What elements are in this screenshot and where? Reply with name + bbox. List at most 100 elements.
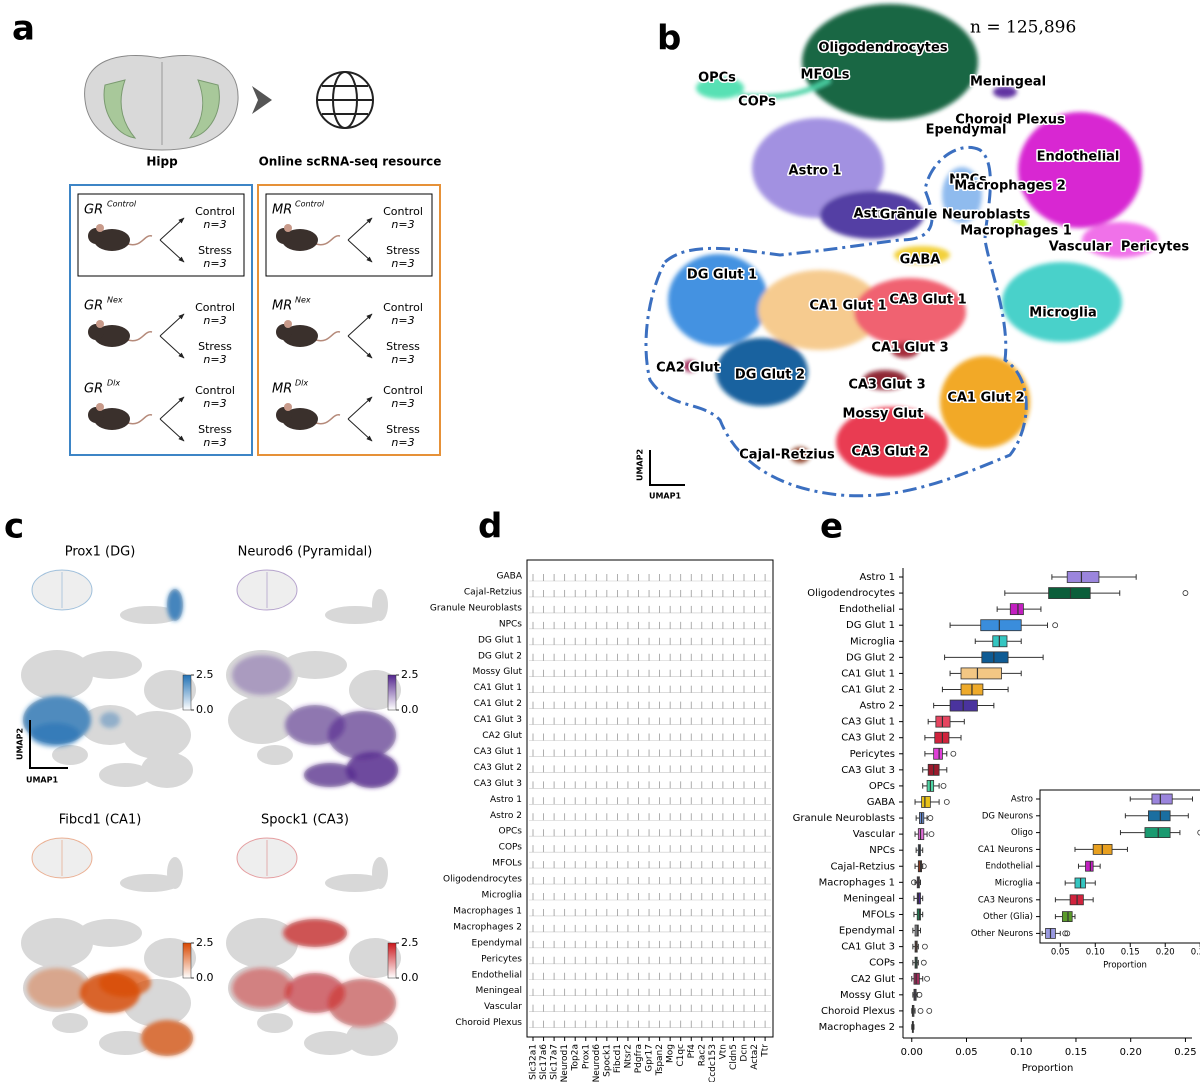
cell-type-label: Mossy Glut (472, 667, 522, 677)
expression-overlay (27, 968, 193, 1056)
feature-maps: Prox1 (DG) 2.5 0.0 Neurod6 (Pyramidal) 2.5 0.… (21, 545, 419, 1056)
cell-type-label: Endothelial (472, 970, 522, 980)
y-tick-label: CA3 Glut 3 (841, 765, 895, 776)
box (933, 747, 943, 760)
receptor-label: GR (84, 299, 103, 314)
cluster-label: CA2 Glut (656, 361, 720, 376)
expression-area (30, 723, 80, 747)
y-tick-label: CA1 Neurons (978, 845, 1034, 855)
box (1061, 911, 1073, 922)
x-tick-label: 0.15 (1121, 948, 1140, 958)
box (1048, 587, 1091, 599)
expression-area (328, 979, 396, 1027)
design-arrow (159, 335, 185, 359)
cluster-label: MFOLs (801, 68, 850, 83)
condition-label: Stress (386, 244, 420, 257)
y-tick-label: DG Glut 2 (846, 652, 895, 663)
gene-label: Mog (666, 1044, 676, 1063)
y-tick-label: Oligodendrocytes (807, 588, 895, 599)
cluster-label: Cajal-Retzius (739, 448, 835, 463)
box (921, 796, 931, 808)
cluster-label: CA1 Glut 1 (809, 299, 886, 314)
cell-type-label: Astro 2 (490, 811, 522, 821)
brain-thumbnail (31, 569, 93, 611)
expression-area (232, 655, 292, 695)
outlier (921, 943, 928, 950)
y-tick-label: CA2 Glut (851, 974, 895, 985)
box (1085, 860, 1094, 872)
umap-scale-bar (29, 720, 68, 769)
cell-type-label: CA3 Glut 1 (474, 747, 522, 757)
panel-letter: b (657, 19, 681, 59)
gene-label: Pf4 (687, 1044, 697, 1059)
condition-label: Control (383, 301, 423, 314)
gene-label: Ccdc153 (708, 1044, 718, 1082)
cell-type-label: CA2 Glut (482, 731, 522, 741)
colorbar-tick-label: 2.5 (401, 668, 419, 681)
plot-frame (526, 559, 774, 1038)
axis-label: UMAP1 (26, 776, 59, 785)
cluster-label: CA3 Glut 1 (889, 293, 966, 308)
sample-size: n=3 (203, 218, 226, 231)
receptor-label: GR (84, 203, 103, 218)
brain-thumbnail (31, 837, 93, 879)
y-tick-label: OPCs (869, 781, 895, 792)
cluster-label: Endothelial (1037, 150, 1120, 165)
x-tick-label: 0.05 (1051, 948, 1070, 958)
gene-label: Tspan2 (655, 1044, 665, 1076)
cell-type-label: Astro 1 (490, 795, 522, 805)
gene-label: Top2a (571, 1044, 581, 1071)
cluster-label: Mossy Glut (843, 407, 924, 422)
cluster-label: Microglia (1029, 306, 1096, 321)
y-tick-label: COPs (869, 958, 895, 969)
condition-label: Control (383, 205, 423, 218)
sample-size: n=3 (391, 397, 414, 410)
outlier (926, 1007, 933, 1014)
outlier (1052, 622, 1059, 629)
box (960, 667, 1002, 680)
design-arrow (159, 418, 185, 442)
resource-label: Online scRNA-seq resource (259, 155, 442, 169)
y-tick-label: Other Neurons (971, 929, 1034, 939)
outlier (940, 783, 947, 789)
gene-label: Slc17a6 (539, 1044, 549, 1080)
outlier (911, 879, 917, 886)
mouse-ear (284, 224, 292, 232)
cell-count: n = 125,896 (970, 18, 1076, 38)
outlier (928, 831, 935, 838)
x-tick-label: 0.10 (1010, 1047, 1032, 1058)
panel-letter: d (478, 507, 502, 547)
y-tick-label: GABA (867, 797, 895, 808)
receptor-label: MR (272, 382, 292, 397)
condition-label: Control (195, 301, 235, 314)
gene-label: Cldn5 (729, 1044, 739, 1070)
mouse-ear (96, 320, 104, 328)
cell-type-label: COPs (499, 843, 523, 853)
gene-label: Fibcd1 (613, 1044, 623, 1073)
gene-label: Ttr (761, 1044, 771, 1058)
sample-size: n=3 (391, 257, 414, 270)
brain-illustration (84, 55, 239, 151)
driver-label: Dlx (295, 379, 308, 388)
gene-label: Pdgfra (634, 1044, 644, 1073)
cluster-label: CA1 Glut 3 (871, 341, 948, 356)
arrow (252, 86, 272, 114)
condition-label: Control (195, 384, 235, 397)
box (1151, 793, 1173, 805)
y-tick-label: Granule Neuroblasts (793, 813, 895, 824)
sample-size: n=3 (203, 436, 226, 449)
mouse-tail (127, 235, 153, 246)
colorbar-tick-label: 0.0 (401, 971, 419, 984)
y-tick-label: Meningeal (843, 893, 895, 904)
condition-label: Stress (386, 340, 420, 353)
design-arrow (347, 313, 373, 337)
x-tick-label: 0.15 (1065, 1047, 1087, 1058)
axis-label: UMAP2 (636, 449, 645, 481)
y-tick-label: Microglia (995, 879, 1033, 889)
receptor-label: MR (272, 203, 292, 218)
cell-type-label: Macrophages 1 (453, 906, 522, 916)
gene-label: C1qc (676, 1044, 686, 1067)
y-tick-label: Choroid Plexus (821, 1006, 895, 1017)
